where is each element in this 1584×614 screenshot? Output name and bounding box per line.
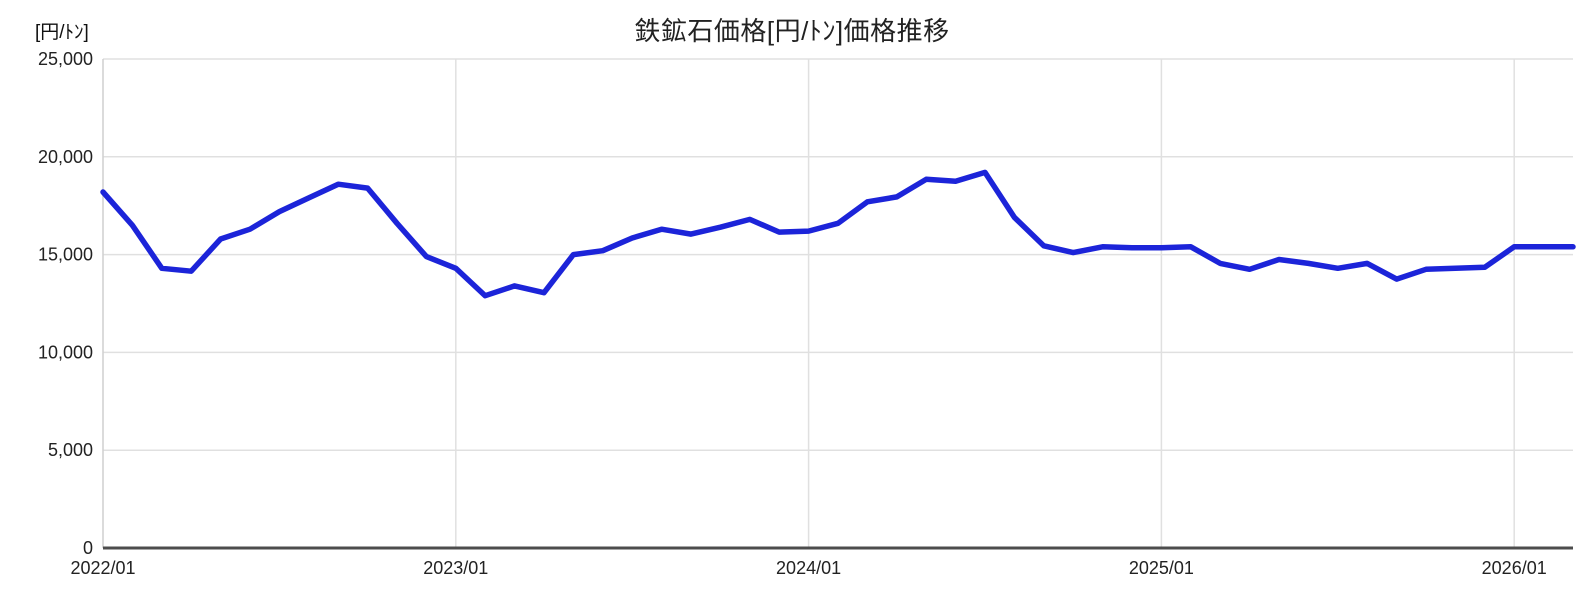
- y-tick-label: 20,000: [38, 147, 93, 167]
- y-tick-label: 10,000: [38, 342, 93, 362]
- x-tick-label: 2025/01: [1129, 558, 1194, 578]
- x-tick-label: 2023/01: [423, 558, 488, 578]
- y-tick-label: 25,000: [38, 49, 93, 69]
- y-axis-unit-label: [円/ﾄﾝ]: [35, 22, 89, 43]
- y-tick-label: 0: [83, 538, 93, 558]
- x-tick-label: 2022/01: [70, 558, 135, 578]
- x-tick-label: 2024/01: [776, 558, 841, 578]
- x-tick-label: 2026/01: [1482, 558, 1547, 578]
- chart-title: 鉄鉱石価格[円/ﾄﾝ]価格推移: [634, 16, 950, 46]
- y-tick-label: 15,000: [38, 245, 93, 265]
- y-tick-label: 5,000: [48, 440, 93, 460]
- price-line-series: [100, 169, 1576, 299]
